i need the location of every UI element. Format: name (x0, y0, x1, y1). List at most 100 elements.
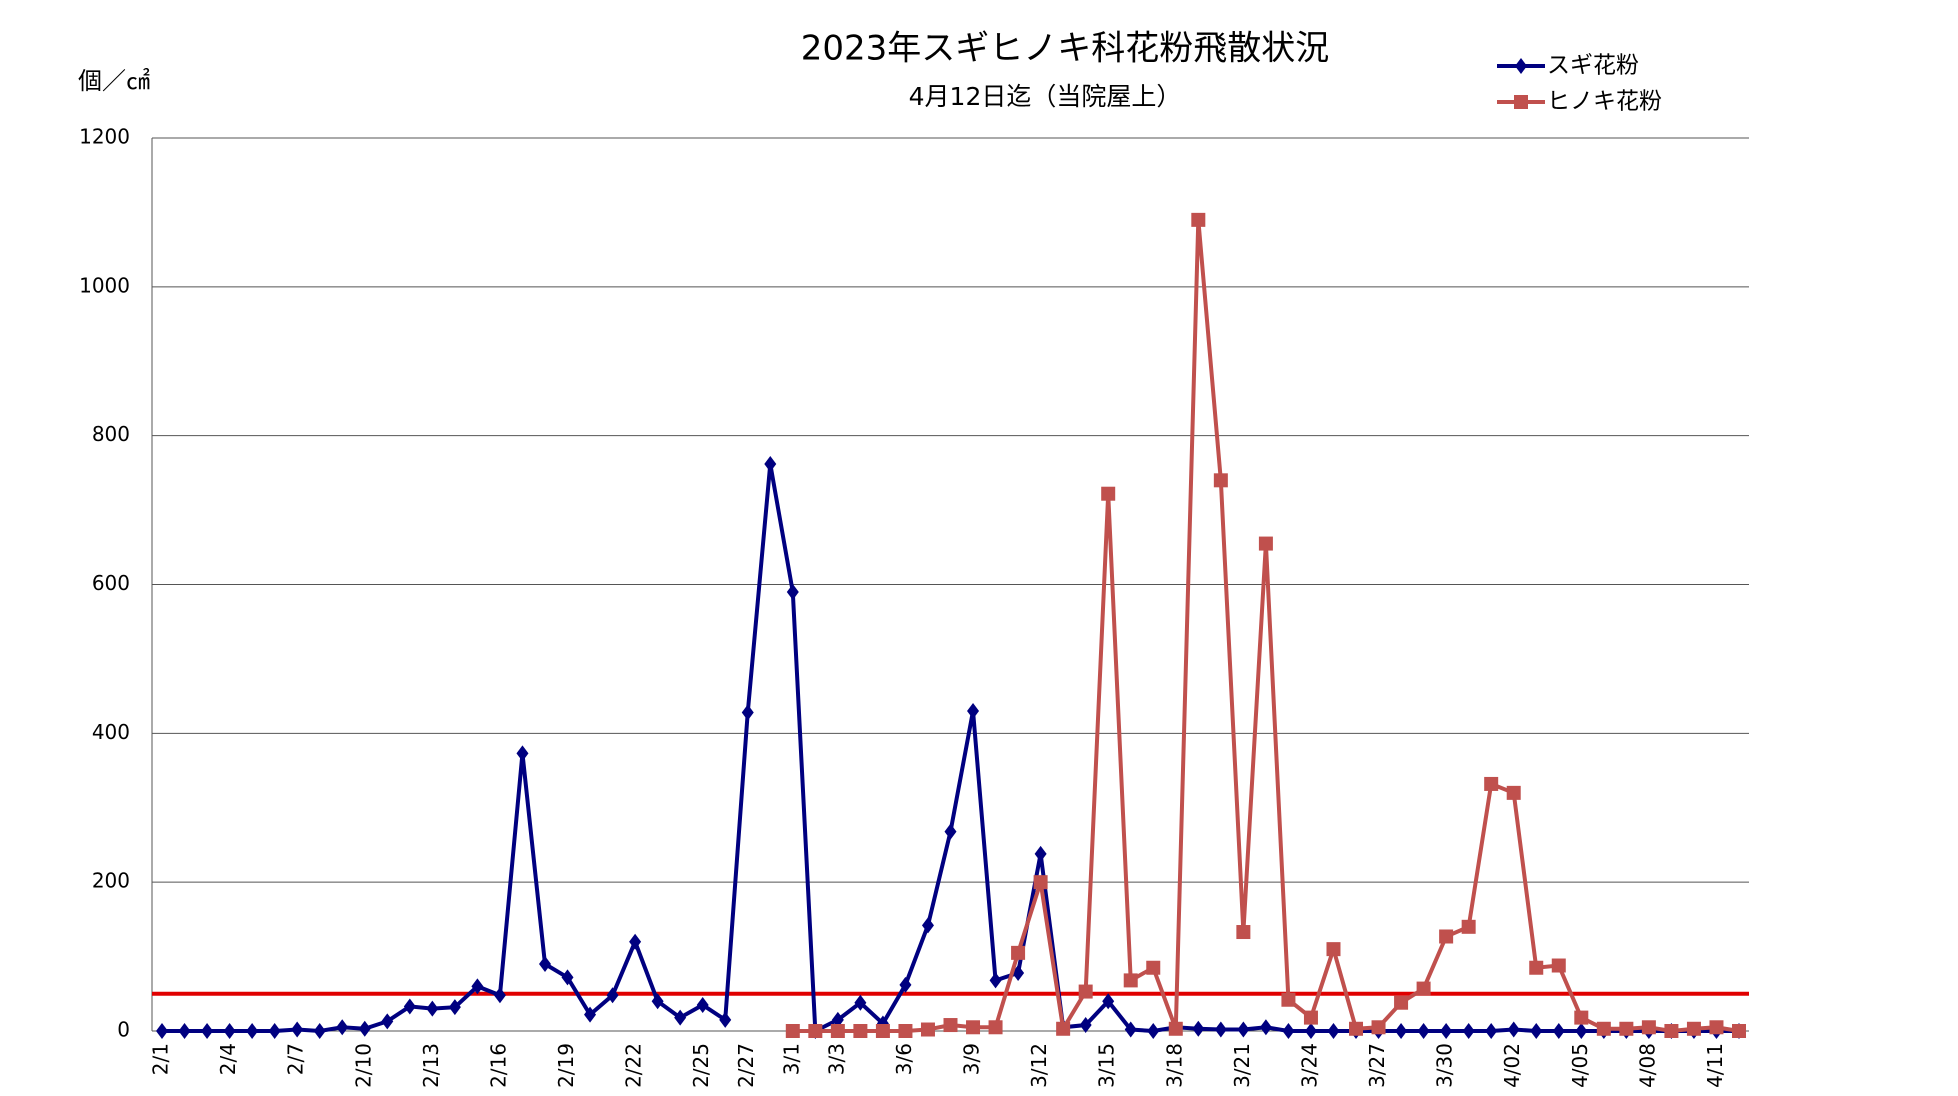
marker (1551, 958, 1566, 973)
x-tick-label: 2/16 (486, 1043, 510, 1088)
marker (1237, 1021, 1250, 1038)
marker (201, 1023, 214, 1039)
y-tick-label: 600 (92, 571, 130, 595)
marker (1507, 1021, 1520, 1038)
x-tick-label: 3/6 (892, 1043, 916, 1075)
marker (1168, 1021, 1183, 1036)
chart-subtitle: 4月12日迄（当院屋上） (909, 82, 1182, 111)
marker (516, 745, 529, 762)
x-tick-label: 3/12 (1027, 1043, 1051, 1088)
marker (291, 1021, 304, 1038)
y-tick-label: 200 (92, 869, 130, 893)
x-tick-label: 2/7 (284, 1043, 308, 1075)
y-tick-label: 1000 (79, 273, 130, 297)
y-axis-label: 個／㎠ (78, 67, 150, 95)
x-tick-label: 3/15 (1095, 1043, 1119, 1088)
marker (1529, 960, 1544, 975)
marker (403, 998, 416, 1015)
y-tick-label: 1200 (79, 125, 130, 149)
marker (471, 978, 484, 995)
marker (898, 1024, 913, 1038)
marker (1034, 845, 1047, 862)
marker (1596, 1021, 1611, 1036)
marker (786, 583, 799, 600)
marker (1461, 919, 1476, 934)
marker (899, 976, 912, 993)
marker (1259, 1019, 1272, 1036)
marker (921, 917, 934, 934)
marker (943, 1018, 958, 1033)
chart-title: 2023年スギヒノキ科花粉飛散状況 (801, 29, 1330, 69)
marker (584, 1006, 597, 1023)
marker (1056, 1021, 1071, 1036)
marker (1192, 1020, 1205, 1037)
x-tick-label: 2/22 (622, 1043, 646, 1088)
marker (1462, 1023, 1475, 1039)
marker (1079, 1017, 1092, 1034)
marker (156, 1023, 168, 1039)
marker (1123, 973, 1138, 988)
marker (674, 1009, 687, 1026)
y-tick-label: 800 (92, 422, 130, 446)
marker (1552, 1023, 1565, 1039)
marker (1011, 945, 1026, 960)
marker (808, 1024, 823, 1038)
x-tick-label: 2/25 (689, 1043, 713, 1088)
legend-marker (1514, 95, 1528, 109)
marker (1440, 1023, 1453, 1039)
series-line (162, 463, 1739, 1035)
marker (1575, 1023, 1588, 1039)
x-tick-label: 3/30 (1433, 1043, 1457, 1088)
y-tick-label: 0 (117, 1018, 130, 1042)
marker (426, 1000, 439, 1017)
marker (853, 1024, 868, 1038)
marker (1191, 212, 1206, 227)
marker (1146, 960, 1161, 975)
marker (1686, 1021, 1701, 1036)
marker (178, 1023, 191, 1039)
marker (1439, 929, 1454, 944)
marker (1530, 1023, 1543, 1039)
y-tick-label: 400 (92, 720, 130, 744)
marker (696, 996, 709, 1013)
marker (944, 823, 957, 840)
marker (1371, 1020, 1386, 1035)
marker (336, 1019, 349, 1036)
marker (1349, 1021, 1364, 1036)
marker (1732, 1024, 1746, 1038)
marker (223, 1023, 236, 1039)
marker (1101, 486, 1116, 501)
marker (268, 1023, 281, 1039)
x-tick-label: 2/27 (734, 1043, 758, 1088)
x-tick-label: 3/1 (779, 1043, 803, 1075)
x-tick-label: 2/1 (149, 1043, 173, 1075)
legend-label: ヒノキ花粉 (1547, 89, 1662, 115)
marker (1326, 942, 1341, 957)
marker (1102, 993, 1115, 1010)
legend-marker (1515, 58, 1527, 74)
marker (785, 1024, 800, 1038)
x-tick-label: 3/24 (1297, 1043, 1321, 1088)
marker (1709, 1020, 1724, 1035)
marker (719, 1011, 732, 1028)
marker (1664, 1024, 1679, 1038)
marker (1213, 473, 1228, 488)
x-tick-label: 3/27 (1365, 1043, 1389, 1088)
marker (967, 703, 980, 720)
marker (854, 994, 867, 1011)
marker (1394, 995, 1409, 1010)
marker (381, 1013, 394, 1030)
marker (246, 1023, 259, 1039)
marker (830, 1024, 845, 1038)
marker (1641, 1020, 1656, 1035)
marker (1236, 925, 1251, 940)
x-tick-label: 2/13 (419, 1043, 443, 1088)
marker (1417, 1023, 1430, 1039)
x-tick-label: 4/05 (1568, 1043, 1592, 1088)
marker (1282, 1023, 1295, 1039)
marker (493, 987, 506, 1004)
x-tick-label: 3/18 (1162, 1043, 1186, 1088)
marker (1327, 1023, 1340, 1039)
marker (1124, 1021, 1137, 1038)
